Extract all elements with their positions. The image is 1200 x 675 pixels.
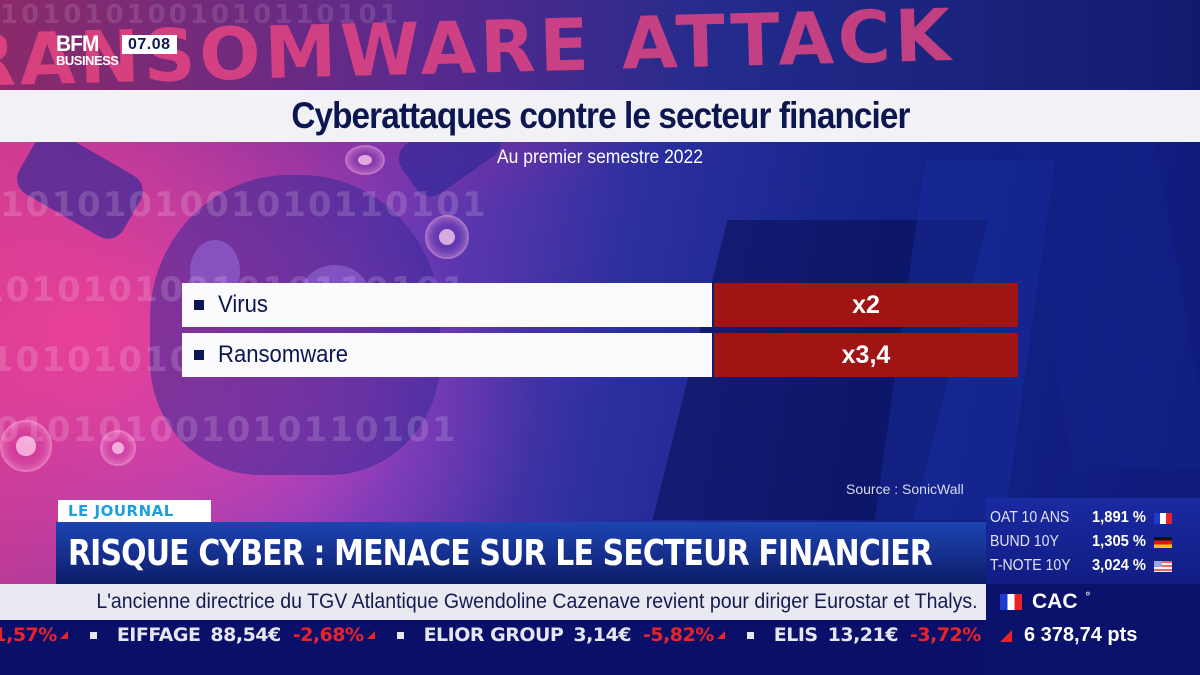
down-arrow-icon	[1000, 629, 1012, 642]
down-arrow-icon	[366, 631, 375, 639]
logo-business: BUSINESS	[56, 53, 119, 68]
ticker-name: ELIS	[773, 624, 818, 646]
index-cac: CAC ° 6 378,74 pts	[986, 584, 1200, 675]
rate-row: OAT 10 ANS 1,891 %	[990, 506, 1200, 530]
rate-name: OAT 10 ANS	[990, 509, 1070, 526]
binary-pattern: 1010101001010110101	[0, 410, 458, 450]
down-arrow-icon	[59, 631, 68, 639]
channel-logo: BFM BUSINESS	[56, 31, 119, 68]
row-value: x2	[714, 283, 1018, 327]
ticker-change: -5,82%	[642, 624, 714, 646]
ticker-change: -1,57%	[0, 624, 57, 646]
source-label: Source : SonicWall	[846, 481, 964, 497]
stats-row-ransomware: Ransomware x3,4	[182, 333, 1018, 377]
rate-name: T-NOTE 10Y	[990, 557, 1071, 574]
ticker-separator-icon	[89, 631, 97, 639]
ticker-separator-icon	[746, 631, 754, 639]
logo-bfm: BFM	[56, 31, 99, 56]
top-banner-background: 1010101001010110101 RANSOMWARE ATTACK	[0, 0, 1200, 90]
rate-name: BUND 10Y	[990, 533, 1059, 550]
stats-table: Virus x2 Ransomware x3,4	[182, 283, 1018, 383]
ticker-name: ELIOR GROUP	[423, 624, 564, 646]
binary-pattern: 1010101001010110101	[0, 185, 488, 225]
row-label: Virus	[182, 283, 712, 327]
ticker-name: EIFFAGE	[116, 624, 201, 646]
flag-fr-icon	[1154, 512, 1172, 524]
headline-bar: RISQUE CYBER : MENACE SUR LE SECTEUR FIN…	[56, 522, 986, 584]
stats-row-virus: Virus x2	[182, 283, 1018, 327]
news-crawl-text: L'ancienne directrice du TGV Atlantique …	[96, 590, 978, 613]
rate-value: 1,305 %	[1091, 533, 1146, 550]
infographic-subtitle: Au premier semestre 2022	[497, 147, 703, 168]
row-label-text: Ransomware	[218, 341, 349, 368]
square-bullet-icon	[194, 350, 204, 360]
infographic-title: Cyberattaques contre le secteur financie…	[290, 95, 910, 136]
row-label: Ransomware	[182, 333, 712, 377]
rate-value: 3,024 %	[1091, 557, 1146, 574]
news-crawl: L'ancienne directrice du TGV Atlantique …	[0, 584, 986, 620]
market-panel: OAT 10 ANS 1,891 % BUND 10Y 1,305 % T-NO…	[986, 498, 1200, 675]
title-bar: Cyberattaques contre le secteur financie…	[0, 90, 1200, 142]
stock-ticker: -1,57% EIFFAGE 88,54€ -2,68% ELIOR GROUP…	[0, 620, 986, 675]
square-bullet-icon	[194, 300, 204, 310]
clock: 07.08	[122, 35, 177, 54]
ticker-change: -2,68%	[292, 624, 364, 646]
program-tag: LE JOURNAL	[58, 500, 211, 522]
bond-rates: OAT 10 ANS 1,891 % BUND 10Y 1,305 % T-NO…	[986, 498, 1200, 584]
down-arrow-icon	[716, 631, 725, 639]
target-ring-icon	[100, 430, 136, 466]
rate-row: T-NOTE 10Y 3,024 %	[990, 554, 1200, 578]
target-ring-icon	[345, 145, 385, 175]
flag-fr-icon	[1000, 594, 1022, 610]
ticker-price: 13,21€	[827, 624, 899, 646]
target-ring-icon	[425, 215, 469, 259]
ticker-separator-icon	[396, 631, 404, 639]
target-ring-icon	[0, 420, 52, 472]
index-value: 6 378,74 pts	[1024, 624, 1138, 646]
ticker-price: 3,14€	[573, 624, 631, 646]
binary-pattern: 1010101001010110101	[0, 0, 401, 30]
row-value: x3,4	[714, 333, 1018, 377]
index-marker: °	[1085, 589, 1091, 603]
flag-us-icon	[1154, 560, 1172, 572]
rate-value: 1,891 %	[1091, 509, 1146, 526]
headline: RISQUE CYBER : MENACE SUR LE SECTEUR FIN…	[68, 532, 933, 574]
row-label-text: Virus	[218, 291, 268, 318]
index-name: CAC	[1032, 590, 1078, 613]
rate-row: BUND 10Y 1,305 %	[990, 530, 1200, 554]
ticker-change: -3,72%	[909, 624, 981, 646]
ticker-price: 88,54€	[210, 624, 281, 646]
flag-de-icon	[1154, 536, 1172, 548]
